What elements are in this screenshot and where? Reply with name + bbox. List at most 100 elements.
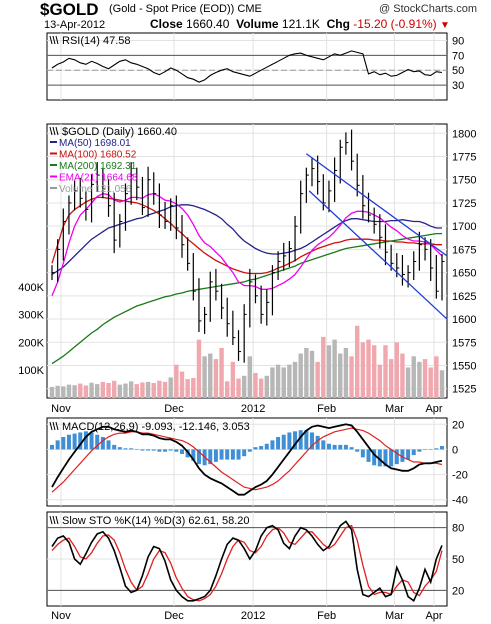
volume-bar — [174, 364, 179, 398]
volume-bar — [417, 361, 422, 398]
volume-bar — [366, 339, 371, 398]
macd-histogram-bar — [253, 447, 258, 450]
month-label: Nov — [51, 610, 71, 622]
macd-histogram-bar — [185, 449, 190, 458]
volume-bar — [134, 384, 139, 398]
month-label: Mar — [385, 403, 404, 415]
macd-histogram-bar — [89, 432, 94, 450]
volume-bar — [253, 373, 258, 398]
price-tick-label: 1625 — [452, 291, 476, 303]
volume-bar — [326, 345, 332, 398]
macd-histogram-bar — [66, 434, 71, 450]
macd-histogram-bar — [247, 449, 252, 452]
volume-bar — [128, 381, 134, 398]
volume-bar — [258, 378, 264, 398]
close-value: 1660.40 — [186, 17, 230, 31]
month-label: 2012 — [241, 610, 265, 622]
rsi-line — [51, 50, 443, 83]
volume-bar — [321, 336, 326, 398]
volume-bar — [309, 350, 315, 398]
macd-histogram-bar — [129, 448, 134, 450]
macd-histogram-bar — [83, 431, 88, 450]
macd-histogram-bar — [196, 449, 201, 465]
macd-histogram-bar — [264, 443, 269, 450]
quote-date: 13-Apr-2012 — [44, 19, 106, 31]
macd-histogram-bar — [213, 449, 218, 462]
rsi-title: RSI(14) 47.58 — [62, 35, 130, 47]
volume-bar — [191, 378, 196, 398]
month-label: Nov — [51, 403, 71, 415]
volume-bar — [168, 377, 173, 398]
macd-histogram-bar — [55, 440, 60, 450]
volume-bar — [298, 353, 303, 398]
macd-histogram-bar — [134, 449, 139, 450]
volume-bar — [95, 384, 100, 398]
macd-histogram-bar — [146, 449, 151, 451]
month-label: Apr — [425, 403, 442, 415]
macd-histogram-bar — [355, 449, 360, 452]
macd-histogram-bar — [349, 447, 354, 450]
macd-histogram-bar — [78, 432, 83, 450]
volume-bar — [275, 364, 281, 398]
volume-tick-label: 200K — [18, 337, 44, 349]
down-arrow-icon: ▼ — [440, 20, 450, 31]
volume-tick-label: 100K — [18, 365, 44, 377]
volume-bar — [338, 353, 343, 398]
volume-bar — [405, 367, 411, 398]
macd-histogram-bar — [174, 449, 179, 452]
volume-bar — [111, 380, 117, 398]
macd-tick-label: -40 — [452, 495, 468, 507]
macd-histogram-bar — [180, 449, 184, 454]
trendline — [308, 190, 448, 320]
macd-histogram-bar — [428, 449, 433, 450]
legend-item: MA(200) 1692.31 — [59, 161, 137, 172]
volume-bar — [89, 382, 94, 398]
macd-line — [51, 423, 443, 496]
volume-bar — [355, 325, 360, 398]
macd-histogram-bar — [287, 432, 292, 450]
trendline — [305, 153, 448, 257]
volume-bar — [264, 375, 269, 398]
rsi-tick-label: 30 — [452, 80, 464, 92]
price-tick-label: 1700 — [452, 221, 476, 233]
volume-bar — [241, 375, 247, 398]
stochastic-handle-icon — [49, 515, 59, 525]
volume-value: 121.1K — [281, 17, 320, 31]
macd-histogram-bar — [208, 449, 213, 465]
volume-bar — [411, 356, 416, 398]
macd-histogram-bar — [95, 434, 100, 450]
volume-bar — [196, 339, 202, 398]
volume-bar — [230, 361, 236, 398]
month-label: Dec — [164, 610, 184, 622]
volume-bar — [400, 353, 405, 398]
volume-bar — [66, 384, 72, 398]
macd-histogram-bar — [394, 449, 399, 465]
volume-bar — [383, 345, 388, 398]
macd-histogram-bar — [315, 435, 320, 450]
price-tick-label: 1675 — [452, 244, 476, 256]
macd-histogram-bar — [343, 444, 348, 450]
macd-histogram-bar — [400, 449, 405, 462]
volume-bar — [360, 342, 366, 398]
volume-bar — [434, 356, 439, 398]
macd-histogram-bar — [406, 449, 411, 460]
volume-bar — [157, 380, 162, 398]
volume-bar — [428, 367, 433, 398]
macd-handle-icon — [49, 421, 59, 431]
macd-histogram-bar — [411, 449, 416, 456]
price-tick-label: 1575 — [452, 337, 476, 349]
volume-bar — [349, 356, 354, 398]
macd-histogram-bar — [321, 440, 326, 450]
macd-title: MACD(12,26,9) -9.093, -12.146, 3.053 — [62, 421, 250, 433]
volume-bar — [117, 384, 123, 398]
quote-summary: Close 1660.40 Volume 121.1K Chg -15.20 (… — [150, 17, 450, 31]
price-tick-label: 1775 — [452, 152, 476, 164]
symbol-title: $GOLD — [40, 0, 99, 19]
macd-tick-label: 0 — [452, 444, 458, 456]
macd-histogram-bar — [225, 449, 230, 460]
macd-histogram-bar — [360, 449, 365, 458]
ma200-line — [51, 232, 442, 365]
macd-histogram-bar — [366, 449, 371, 462]
volume-bar — [179, 371, 185, 398]
